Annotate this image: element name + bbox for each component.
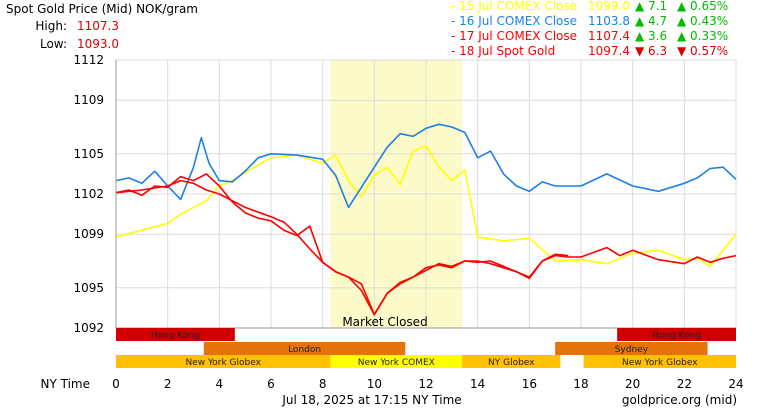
x-tick-label: 20 (625, 377, 640, 391)
legend-percent: ▲ 0.33% (677, 29, 728, 43)
y-tick-label: 1102 (73, 187, 104, 201)
legend-percent: ▲ 0.65% (677, 0, 728, 13)
low-value: 1093.0 (77, 37, 119, 51)
legend-value: 1107.4 (588, 29, 630, 43)
x-tick-label: 12 (418, 377, 433, 391)
x-tick-label: 4 (216, 377, 224, 391)
legend-label: - 18 Jul Spot Gold (451, 44, 555, 58)
timestamp: Jul 18, 2025 at 17:15 NY Time (281, 393, 461, 407)
session-bar (203, 342, 406, 355)
session-bar (330, 355, 463, 368)
legend-label: - 16 Jul COMEX Close (451, 14, 577, 28)
session-bar (555, 342, 708, 355)
series-line-2 (115, 123, 737, 209)
session-bar (583, 355, 736, 368)
x-tick-label: 24 (728, 377, 743, 391)
high-value: 1107.3 (77, 19, 119, 33)
x-tick-label: 10 (367, 377, 382, 391)
x-tick-label: 22 (677, 377, 692, 391)
high-label: High: (35, 19, 67, 33)
legend-change: ▲ 3.6 (635, 29, 667, 43)
legend-value: 1097.4 (588, 44, 630, 58)
x-tick-label: 6 (267, 377, 275, 391)
x-tick-label: 18 (573, 377, 588, 391)
legend-label: - 15 Jul COMEX Close (451, 0, 577, 13)
legend: - 15 Jul COMEX Close 1099.0 ▲ 7.1 ▲ 0.65% - … (451, 0, 728, 58)
session-label: Hong Kong (652, 331, 701, 341)
legend-value: 1099.0 (588, 0, 630, 13)
legend-change: ▲ 4.7 (635, 14, 667, 28)
legend-change: ▼ 6.3 (635, 44, 667, 58)
chart-grid (115, 59, 737, 329)
chart-title: Spot Gold Price (Mid) NOK/gram (6, 2, 198, 16)
session-label: New York Globex (622, 358, 698, 368)
source-credit: goldprice.org (mid) (622, 393, 737, 407)
chart-series (115, 123, 737, 316)
legend-percent: ▲ 0.43% (677, 14, 728, 28)
y-tick-label: 1112 (73, 53, 104, 67)
session-bar (462, 355, 561, 368)
x-tick-label: 2 (164, 377, 172, 391)
x-tick-label: 0 (112, 377, 120, 391)
series-line-3 (115, 179, 737, 316)
low-label: Low: (40, 37, 67, 51)
x-tick-label: 14 (470, 377, 485, 391)
x-tick-label: 8 (319, 377, 327, 391)
market-closed-annotation: Market Closed (342, 315, 427, 329)
legend-value: 1103.8 (588, 14, 630, 28)
series-line-4 (115, 173, 569, 316)
session-label: Sydney (615, 345, 649, 355)
y-tick-label: 1095 (73, 281, 104, 295)
y-tick-label: 1105 (73, 147, 104, 161)
legend-label: - 17 Jul COMEX Close (451, 29, 577, 43)
session-bar (116, 355, 331, 368)
session-label: NY Globex (488, 358, 535, 368)
trading-sessions: Hong Kong Hong Kong London Sydney New York G… (116, 328, 736, 368)
session-label: New York COMEX (358, 358, 435, 368)
x-axis-label: NY Time (41, 377, 91, 391)
x-tick-label: 16 (522, 377, 537, 391)
session-bar (116, 328, 235, 341)
session-label: New York Globex (185, 358, 261, 368)
y-tick-label: 1109 (73, 93, 104, 107)
y-tick-label: 1092 (73, 321, 104, 335)
session-label: London (288, 345, 321, 355)
session-bar (617, 328, 736, 341)
legend-change: ▲ 7.1 (635, 0, 667, 13)
y-tick-label: 1099 (73, 227, 104, 241)
session-label: Hong Kong (151, 331, 200, 341)
legend-percent: ▼ 0.57% (677, 44, 728, 58)
